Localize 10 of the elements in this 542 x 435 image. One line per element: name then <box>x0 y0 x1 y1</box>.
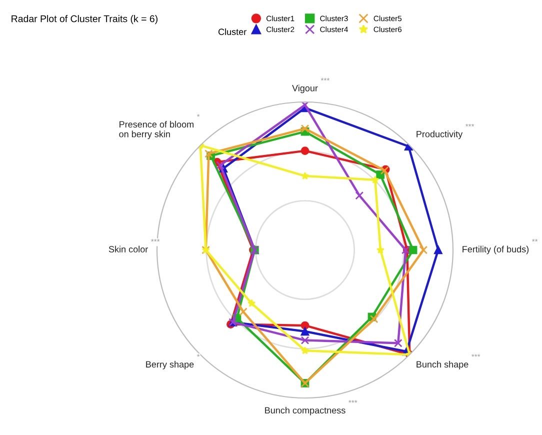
spoke-label: Presence of bloom on berry skin <box>119 120 194 140</box>
spoke-label: Bunch shape <box>416 360 468 370</box>
spoke-label: Bunch compactness <box>265 406 346 416</box>
chart-title: Radar Plot of Cluster Traits (k = 6) <box>12 15 158 24</box>
spoke-label: Productivity <box>416 130 463 140</box>
legend-title: Cluster <box>218 28 246 36</box>
spoke-label: Berry shape <box>146 360 194 370</box>
spoke-label: Vigour <box>292 84 318 94</box>
spoke-label: Skin color <box>108 246 148 252</box>
spoke-label: Fertility (of buds) <box>462 246 529 254</box>
